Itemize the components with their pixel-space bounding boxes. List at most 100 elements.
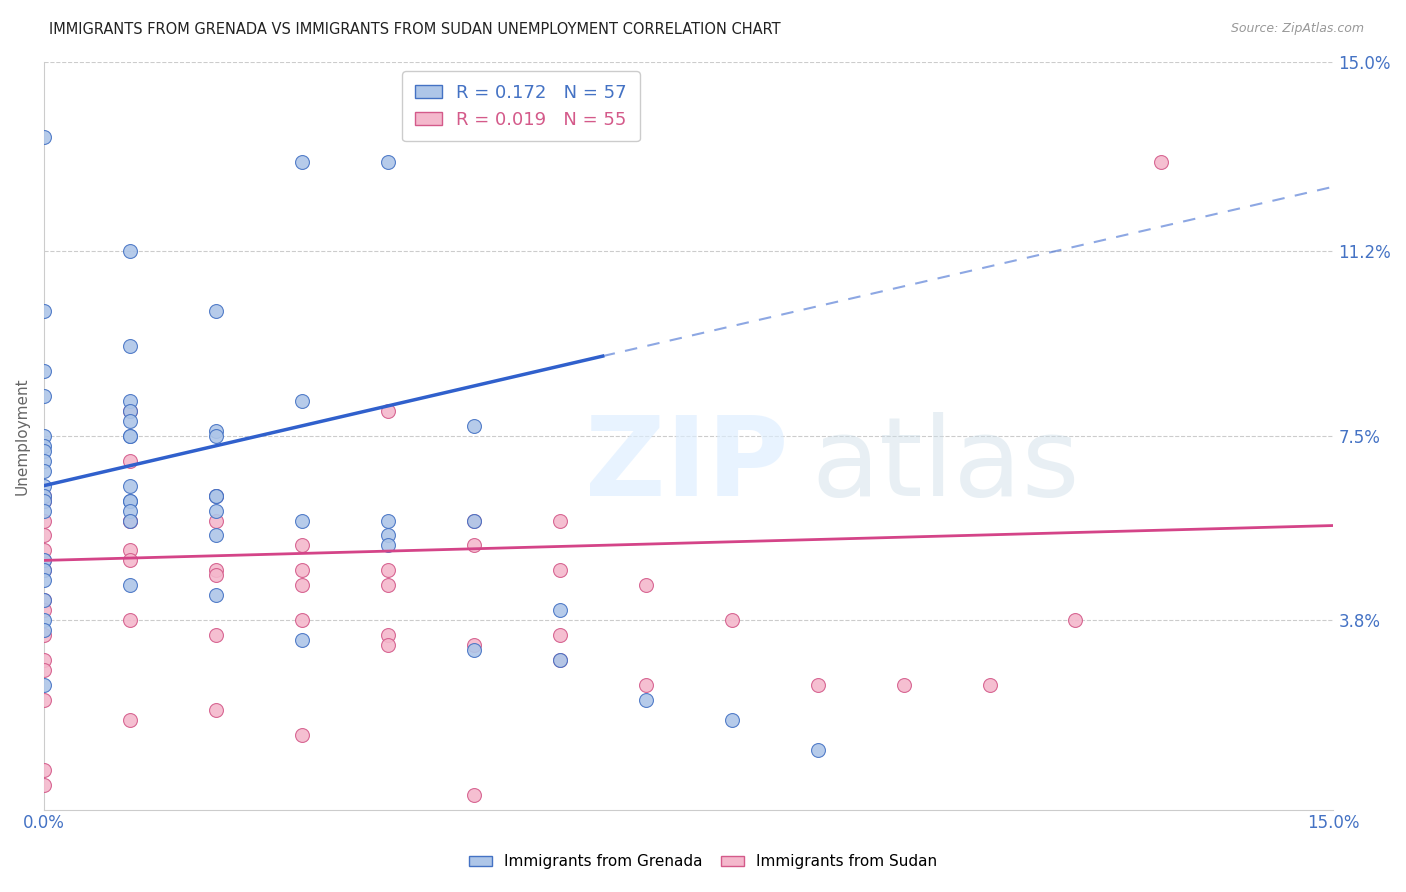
Point (377, 514, 399, 528)
Legend: R = 0.172   N = 57, R = 0.019   N = 55: R = 0.172 N = 57, R = 0.019 N = 55 (402, 71, 640, 142)
Point (377, 628, 399, 642)
Point (205, 489, 228, 503)
Point (205, 489, 228, 503)
Point (118, 514, 141, 528)
Point (118, 543, 141, 558)
Point (32, 623, 55, 637)
Point (32, 389, 55, 403)
Text: IMMIGRANTS FROM GRENADA VS IMMIGRANTS FROM SUDAN UNEMPLOYMENT CORRELATION CHART: IMMIGRANTS FROM GRENADA VS IMMIGRANTS FR… (49, 22, 780, 37)
Point (32, 489, 55, 503)
Point (118, 244, 141, 259)
Point (118, 429, 141, 443)
Point (32, 593, 55, 607)
Point (377, 563, 399, 577)
Point (118, 429, 141, 443)
Text: atlas: atlas (811, 412, 1080, 519)
Point (118, 454, 141, 468)
Point (1064, 613, 1087, 627)
Point (548, 653, 571, 667)
Point (548, 563, 571, 577)
Point (205, 503, 228, 517)
Point (118, 503, 141, 517)
Point (32, 503, 55, 517)
Point (32, 574, 55, 588)
Point (32, 528, 55, 542)
Text: ZIP: ZIP (585, 412, 789, 519)
Point (806, 678, 828, 692)
Point (463, 638, 485, 652)
Point (291, 563, 314, 577)
Point (32, 493, 55, 508)
Point (205, 588, 228, 602)
Point (463, 538, 485, 552)
Point (118, 514, 141, 528)
Point (118, 478, 141, 492)
Point (548, 653, 571, 667)
Point (463, 643, 485, 657)
Point (205, 703, 228, 717)
Point (32, 543, 55, 558)
Point (32, 603, 55, 617)
Point (32, 304, 55, 318)
Point (806, 743, 828, 757)
Point (291, 538, 314, 552)
Point (32, 693, 55, 707)
Point (32, 593, 55, 607)
Point (32, 514, 55, 528)
Point (32, 763, 55, 777)
Point (32, 489, 55, 503)
Point (205, 528, 228, 542)
Point (118, 414, 141, 428)
Point (118, 339, 141, 353)
Point (205, 563, 228, 577)
Point (291, 578, 314, 592)
Point (979, 678, 1001, 692)
Point (32, 553, 55, 567)
Point (634, 678, 657, 692)
Point (205, 489, 228, 503)
Point (291, 633, 314, 648)
Point (32, 778, 55, 792)
Point (205, 514, 228, 528)
Point (32, 563, 55, 577)
Point (32, 563, 55, 577)
Point (32, 439, 55, 453)
Point (118, 493, 141, 508)
Point (118, 613, 141, 627)
Point (548, 603, 571, 617)
Point (118, 394, 141, 409)
Point (291, 728, 314, 742)
Point (377, 154, 399, 169)
Text: Source: ZipAtlas.com: Source: ZipAtlas.com (1230, 22, 1364, 36)
Point (377, 538, 399, 552)
Point (118, 514, 141, 528)
Point (548, 628, 571, 642)
Point (634, 578, 657, 592)
Point (377, 404, 399, 418)
Point (291, 514, 314, 528)
Point (1150, 154, 1173, 169)
Point (291, 613, 314, 627)
Point (118, 578, 141, 592)
Point (118, 404, 141, 418)
Point (205, 628, 228, 642)
Point (377, 528, 399, 542)
Point (463, 514, 485, 528)
Point (634, 693, 657, 707)
Point (205, 568, 228, 582)
Point (463, 418, 485, 433)
Point (118, 713, 141, 727)
Point (291, 394, 314, 409)
Point (32, 653, 55, 667)
Point (32, 464, 55, 478)
Point (463, 788, 485, 802)
Point (720, 713, 742, 727)
Point (32, 493, 55, 508)
Point (377, 638, 399, 652)
Point (291, 154, 314, 169)
Point (720, 613, 742, 627)
Point (893, 678, 915, 692)
Point (377, 578, 399, 592)
Point (118, 493, 141, 508)
Point (32, 553, 55, 567)
